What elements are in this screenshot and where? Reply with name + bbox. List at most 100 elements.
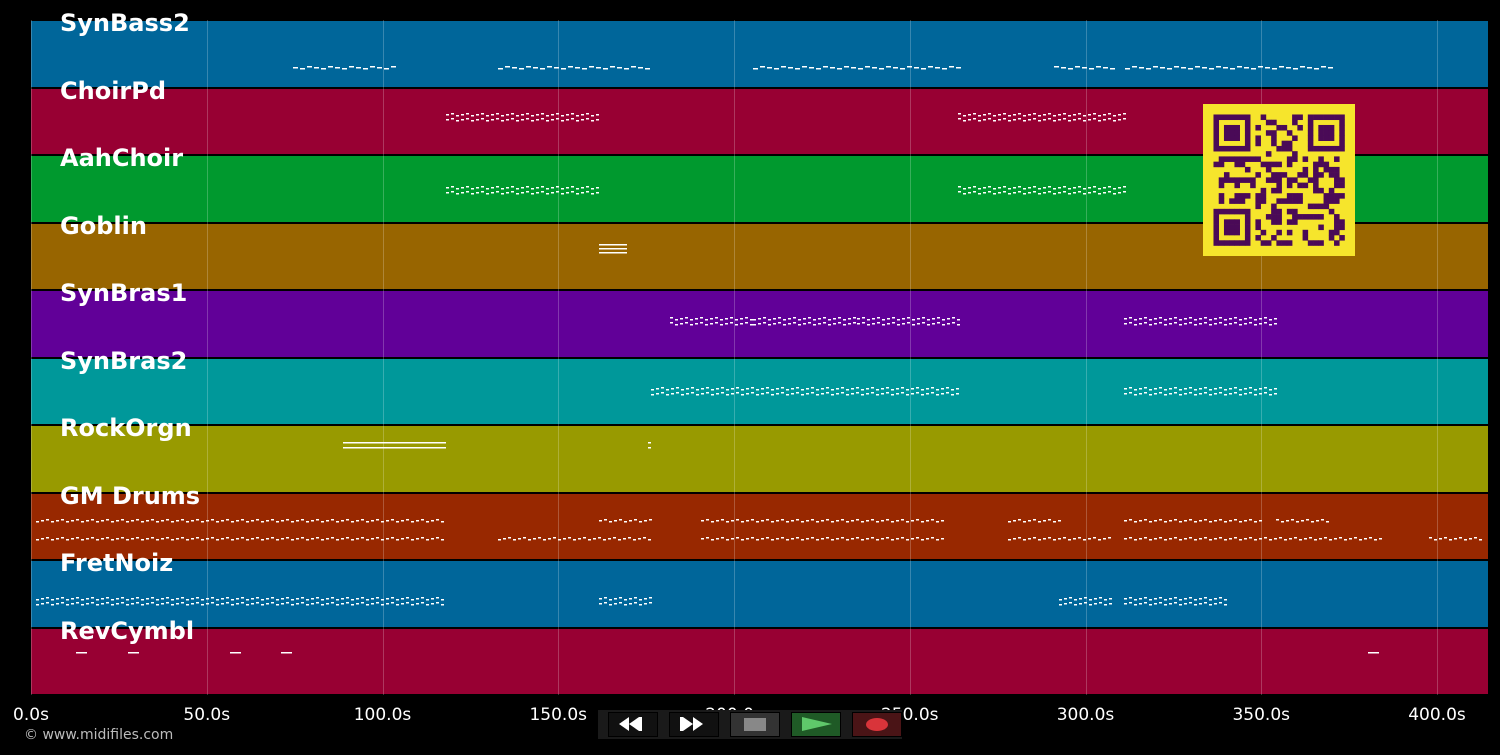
qr-module: [1234, 114, 1240, 121]
qr-module: [1265, 166, 1272, 173]
qr-module: [1265, 214, 1272, 220]
qr-module: [1218, 193, 1225, 199]
qr-module: [1271, 161, 1277, 168]
qr-module: [1213, 124, 1220, 131]
qr-module: [1286, 177, 1293, 183]
qr-module: [1239, 208, 1246, 215]
play-button[interactable]: [791, 712, 841, 737]
qr-module: [1218, 145, 1225, 152]
qr-module: [1328, 172, 1335, 178]
qr-module: [1328, 130, 1335, 136]
qr-module: [1223, 208, 1230, 215]
qr-module: [1276, 208, 1282, 215]
qr-module: [1239, 193, 1246, 199]
qr-module: [1244, 229, 1251, 236]
qr-module: [1302, 214, 1309, 220]
qr-module: [1334, 198, 1340, 204]
qr-module: [1234, 208, 1240, 215]
qr-module: [1229, 135, 1235, 141]
qr-module: [1328, 187, 1335, 194]
qr-module: [1318, 172, 1324, 178]
copyright-text: © www.midifiles.com: [24, 727, 174, 743]
time-tick-label: 50.0s: [183, 705, 231, 725]
grid-line: [31, 20, 32, 695]
qr-module: [1265, 130, 1272, 136]
stop-button[interactable]: [730, 712, 780, 737]
qr-module: [1223, 114, 1230, 121]
fast-forward-button[interactable]: [669, 712, 719, 737]
qr-module: [1229, 156, 1235, 162]
qr-module: [1334, 229, 1340, 236]
qr-module: [1297, 114, 1303, 121]
qr-module: [1213, 235, 1220, 241]
qr-module: [1223, 124, 1230, 131]
qr-module: [1213, 219, 1220, 225]
qr-module: [1297, 182, 1303, 189]
qr-module: [1318, 135, 1324, 141]
qr-module: [1255, 235, 1261, 241]
qr-module: [1244, 156, 1251, 162]
qr-module: [1244, 124, 1251, 131]
qr-module: [1255, 198, 1261, 204]
qr-module: [1255, 156, 1261, 162]
qr-module: [1239, 240, 1246, 246]
qr-module: [1229, 219, 1235, 225]
qr-module: [1271, 172, 1277, 178]
qr-module: [1265, 240, 1272, 246]
qr-module: [1328, 114, 1335, 121]
qr-module: [1276, 161, 1282, 168]
qr-module: [1276, 187, 1282, 194]
qr-module: [1292, 193, 1298, 199]
record-button[interactable]: [852, 712, 902, 737]
qr-module: [1307, 214, 1314, 220]
qr-module: [1318, 203, 1324, 210]
qr-module: [1328, 198, 1335, 204]
qr-module: [1213, 240, 1220, 246]
qr-module: [1339, 145, 1345, 152]
qr-module: [1292, 208, 1298, 215]
qr-module: [1276, 198, 1282, 204]
qr-module: [1223, 240, 1230, 246]
qr-module: [1223, 172, 1230, 178]
time-tick-label: 350.0s: [1232, 705, 1291, 725]
qr-module: [1339, 177, 1345, 183]
qr-module: [1281, 145, 1288, 152]
time-tick-label: 400.0s: [1408, 705, 1466, 725]
track-name: ChoirPd: [60, 76, 167, 105]
qr-module: [1244, 130, 1251, 136]
qr-module: [1334, 224, 1340, 231]
track-name: SynBras2: [60, 346, 188, 375]
qr-module: [1313, 145, 1319, 152]
qr-module: [1307, 177, 1314, 183]
qr-module: [1334, 240, 1340, 246]
qr-module: [1239, 145, 1246, 152]
qr-module: [1334, 172, 1340, 178]
qr-module: [1271, 177, 1277, 183]
qr-module: [1234, 193, 1240, 199]
qr-module: [1328, 145, 1335, 152]
qr-module: [1223, 219, 1230, 225]
qr-module: [1239, 156, 1246, 162]
qr-module: [1302, 172, 1309, 178]
qr-module: [1334, 166, 1340, 173]
qr-module: [1276, 182, 1282, 189]
qr-module: [1292, 219, 1298, 225]
qr-module: [1260, 161, 1267, 168]
qr-module: [1234, 182, 1240, 189]
rewind-button[interactable]: [608, 712, 658, 737]
qr-module: [1265, 177, 1272, 183]
qr-module: [1244, 119, 1251, 126]
qr-module: [1213, 229, 1220, 236]
qr-module: [1318, 156, 1324, 162]
qr-module: [1244, 224, 1251, 231]
qr-module: [1297, 193, 1303, 199]
track-lane: SynBras2: [31, 347, 1488, 424]
track-name: GM Drums: [60, 481, 201, 510]
qr-module: [1276, 214, 1282, 220]
qr-module: [1239, 177, 1246, 183]
qr-module: [1244, 145, 1251, 152]
qr-module: [1234, 124, 1240, 131]
qr-module: [1339, 114, 1345, 121]
track-name: RockOrgn: [60, 414, 192, 442]
qr-module: [1229, 145, 1235, 152]
